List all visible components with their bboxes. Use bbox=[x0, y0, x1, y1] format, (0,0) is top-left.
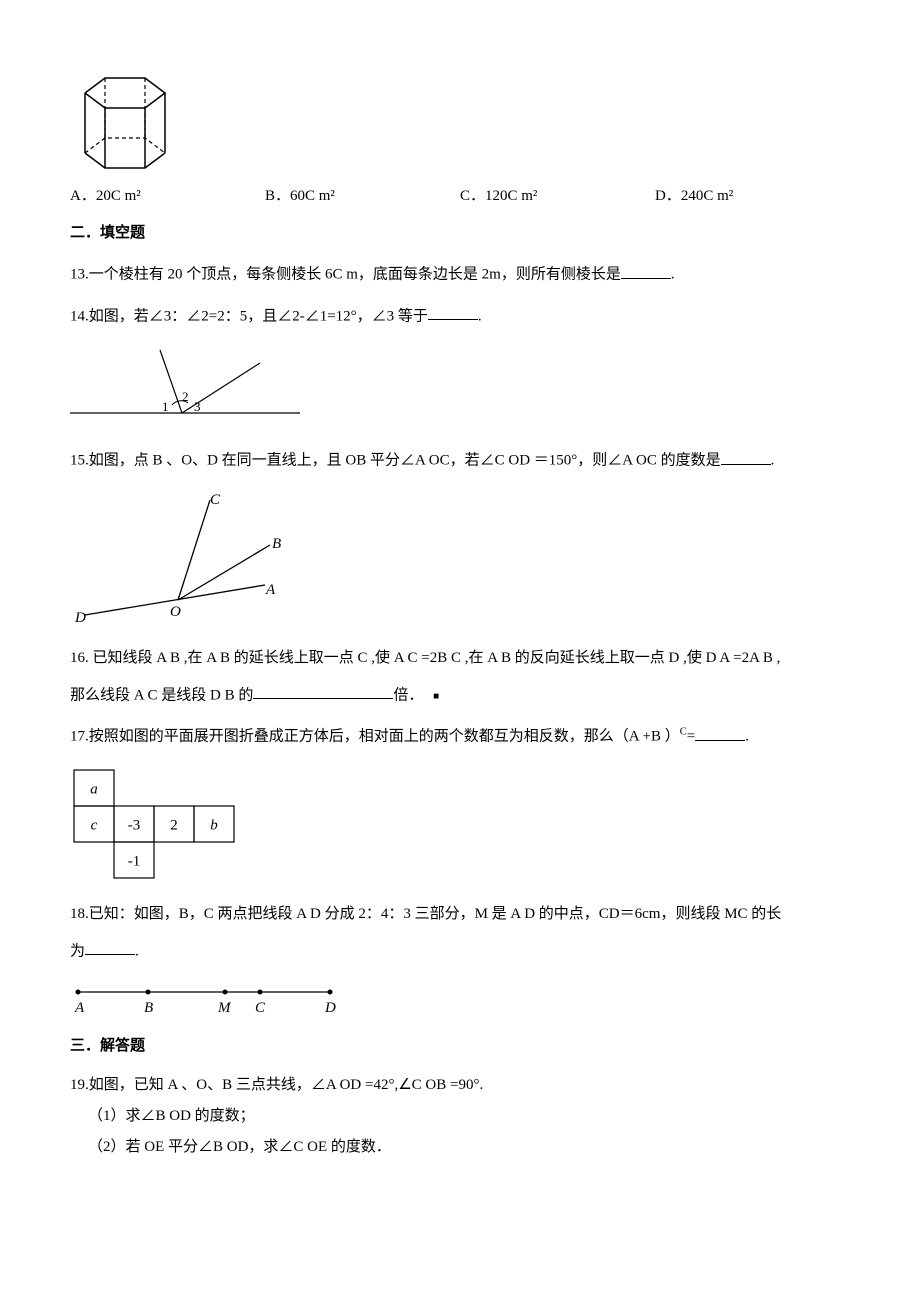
q15-figure: A B C D O bbox=[70, 490, 850, 630]
net-p2: 2 bbox=[170, 817, 178, 833]
q17-net-svg: a c -3 2 b -1 bbox=[70, 766, 240, 886]
q18-line2-wrap: 为. bbox=[70, 939, 850, 963]
q16-text-b: 那么线段 A C 是线段 D B 的 bbox=[70, 687, 253, 703]
q13-text-b: . bbox=[671, 267, 675, 283]
q15: 15.如图，点 B 、O、D 在同一直线上，且 OB 平分∠A OC，若∠C O… bbox=[70, 448, 850, 472]
q12-choice-b: B．60C m² bbox=[265, 186, 460, 207]
q16: 16. 已知线段 A B ,在 A B 的延长线上取一点 C ,使 A C =2… bbox=[70, 648, 850, 707]
hex-prism-svg bbox=[70, 68, 200, 178]
q12-choice-d: D．240C m² bbox=[655, 186, 850, 207]
q18-label-B: B bbox=[144, 1000, 153, 1016]
q13-blank bbox=[621, 262, 671, 279]
q12-prism-figure bbox=[70, 68, 850, 178]
section-3-heading: 三．解答题 bbox=[70, 1036, 850, 1057]
q15-label-D: D bbox=[74, 610, 86, 626]
q19-p1: （1）求∠B OD 的度数； bbox=[88, 1106, 850, 1127]
q15-label-C: C bbox=[210, 492, 221, 508]
q18-svg: A B M C D bbox=[70, 980, 340, 1020]
q14-label-1: 1 bbox=[162, 399, 169, 414]
q18-label-D: D bbox=[324, 1000, 336, 1016]
q18-text-c: . bbox=[135, 943, 139, 959]
q15-svg: A B C D O bbox=[70, 490, 290, 630]
q14: 14.如图，若∠3：∠2=2：5，且∠2-∠1=12°，∠3 等于. bbox=[70, 304, 850, 328]
q17-blank bbox=[695, 724, 745, 741]
center-dot: ■ bbox=[433, 691, 439, 702]
net-b: b bbox=[210, 817, 218, 833]
q17-eq: = bbox=[687, 729, 695, 745]
net-m1: -1 bbox=[128, 853, 141, 869]
q18-line1: 18.已知：如图，B，C 两点把线段 A D 分成 2：4：3 三部分，M 是 … bbox=[70, 904, 850, 925]
net-a: a bbox=[90, 781, 98, 797]
q15-text-b: . bbox=[771, 453, 775, 469]
q18-figure: A B M C D bbox=[70, 980, 850, 1020]
q16-line2-wrap: 那么线段 A C 是线段 D B 的 倍． ■ bbox=[70, 683, 850, 707]
q18-text-b: 为 bbox=[70, 943, 85, 959]
q13: 13.一个棱柱有 20 个顶点，每条侧棱长 6C m，底面每条边长是 2m，则所… bbox=[70, 262, 850, 286]
q14-blank bbox=[428, 304, 478, 321]
q16-line1: 16. 已知线段 A B ,在 A B 的延长线上取一点 C ,使 A C =2… bbox=[70, 648, 850, 669]
q17-net-figure: a c -3 2 b -1 bbox=[70, 766, 850, 886]
q12-choice-a: A．20C m² bbox=[70, 186, 265, 207]
q13-text-a: 13.一个棱柱有 20 个顶点，每条侧棱长 6C m，底面每条边长是 2m，则所… bbox=[70, 267, 621, 283]
net-c: c bbox=[91, 817, 98, 833]
q18-label-A: A bbox=[74, 1000, 85, 1016]
q14-figure: 1 2 3 bbox=[70, 345, 850, 430]
q19-stem: 19.如图，已知 A 、O、B 三点共线，∠A OD =42°,∠C OB =9… bbox=[70, 1075, 850, 1096]
q19: 19.如图，已知 A 、O、B 三点共线，∠A OD =42°,∠C OB =9… bbox=[70, 1075, 850, 1158]
q19-p2: （2）若 OE 平分∠B OD，求∠C OE 的度数． bbox=[88, 1137, 850, 1158]
q17-sup: C bbox=[680, 727, 687, 738]
q18: 18.已知：如图，B，C 两点把线段 A D 分成 2：4：3 三部分，M 是 … bbox=[70, 904, 850, 963]
q18-label-M: M bbox=[217, 1000, 232, 1016]
q12-choice-c: C．120C m² bbox=[460, 186, 655, 207]
section-2-heading: 二．填空题 bbox=[70, 223, 850, 244]
q14-text-b: . bbox=[478, 308, 482, 324]
q18-blank bbox=[85, 939, 135, 956]
q16-blank bbox=[253, 683, 393, 700]
q12-choices: A．20C m² B．60C m² C．120C m² D．240C m² bbox=[70, 186, 850, 207]
q15-label-B: B bbox=[272, 536, 281, 552]
q15-text-a: 15.如图，点 B 、O、D 在同一直线上，且 OB 平分∠A OC，若∠C O… bbox=[70, 453, 721, 469]
q17: 17.按照如图的平面展开图折叠成正方体后，相对面上的两个数都互为相反数，那么（A… bbox=[70, 724, 850, 748]
q17-text-a: 17.按照如图的平面展开图折叠成正方体后，相对面上的两个数都互为相反数，那么（A… bbox=[70, 729, 680, 745]
q14-label-3: 3 bbox=[194, 399, 201, 414]
q14-svg: 1 2 3 bbox=[70, 345, 300, 430]
q15-blank bbox=[721, 448, 771, 465]
q14-text-a: 14.如图，若∠3：∠2=2：5，且∠2-∠1=12°，∠3 等于 bbox=[70, 308, 428, 324]
q15-label-A: A bbox=[265, 582, 276, 598]
q16-text-c: 倍． bbox=[393, 687, 423, 703]
q15-label-O: O bbox=[170, 604, 181, 620]
q18-label-C: C bbox=[255, 1000, 266, 1016]
q17-text-c: . bbox=[745, 729, 749, 745]
net-m3: -3 bbox=[128, 817, 141, 833]
